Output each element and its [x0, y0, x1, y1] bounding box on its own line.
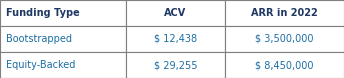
Bar: [126, 26, 225, 52]
Text: Equity-Backed: Equity-Backed: [6, 60, 76, 70]
Bar: [225, 0, 344, 26]
Bar: [225, 52, 344, 78]
Text: $ 3,500,000: $ 3,500,000: [255, 34, 314, 44]
Bar: [0, 52, 126, 78]
Text: ACV: ACV: [164, 8, 186, 18]
Text: Funding Type: Funding Type: [6, 8, 80, 18]
Bar: [126, 0, 225, 26]
Bar: [0, 0, 126, 26]
Text: ARR in 2022: ARR in 2022: [251, 8, 318, 18]
Text: $ 12,438: $ 12,438: [154, 34, 197, 44]
Text: $ 8,450,000: $ 8,450,000: [255, 60, 314, 70]
Bar: [225, 26, 344, 52]
Text: Bootstrapped: Bootstrapped: [6, 34, 72, 44]
Text: $ 29,255: $ 29,255: [154, 60, 197, 70]
Bar: [126, 52, 225, 78]
Bar: [0, 26, 126, 52]
